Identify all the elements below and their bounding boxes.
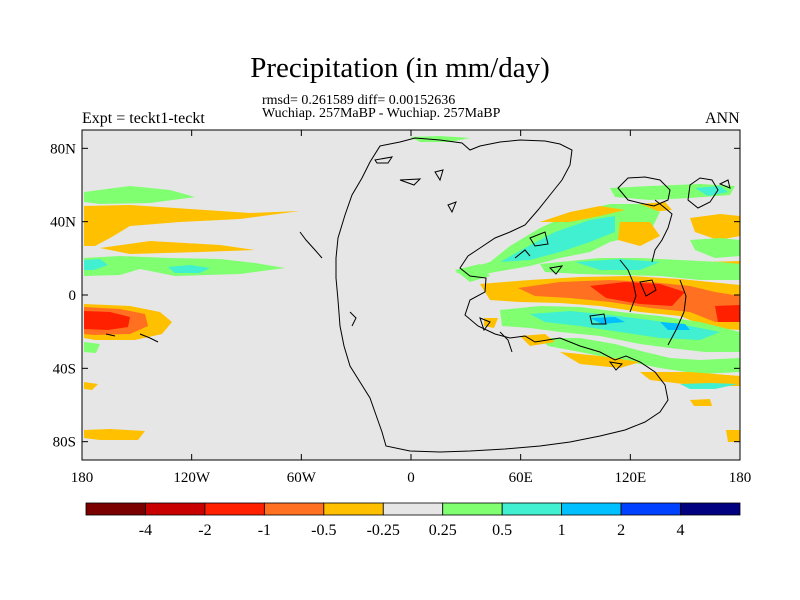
lon-tick-label: 0 <box>407 470 415 486</box>
precipitation-anomaly-fields <box>84 136 740 442</box>
colorbar-label: 1 <box>558 522 566 539</box>
island-outline <box>619 259 637 313</box>
island-outline <box>399 178 422 186</box>
colorbar-label: 2 <box>617 522 625 539</box>
island-outline <box>617 176 671 207</box>
stats-text: rmsd= 0.261589 diff= 0.00152636 Wuchiap.… <box>262 93 501 121</box>
colorbar-swatch <box>263 502 325 516</box>
colorbar-swatch <box>561 502 622 516</box>
anomaly-region <box>84 186 195 204</box>
anomaly-region <box>618 222 660 246</box>
island-outline <box>139 333 159 343</box>
anomaly-region <box>530 311 720 340</box>
island-outline <box>299 231 323 259</box>
anomaly-region <box>590 317 625 324</box>
island-outline <box>479 317 491 332</box>
colorbar-swatch <box>145 502 206 516</box>
lat-tick-label: 0 <box>69 288 77 304</box>
anomaly-region <box>410 136 470 142</box>
colorbar: -4 -2 -1 -0.5 -0.25 0.25 0.5 1 2 4 <box>85 502 741 539</box>
colorbar-label: 4 <box>677 522 685 539</box>
lon-tick-label: 180 <box>729 470 752 486</box>
colorbar-swatch <box>442 502 503 516</box>
colorbar-swatch <box>620 502 681 516</box>
island-outline <box>639 279 657 297</box>
island-outline <box>349 311 357 327</box>
anomaly-region <box>590 282 685 306</box>
island-outline <box>687 177 719 209</box>
anomaly-region <box>726 430 740 442</box>
island-outline <box>589 313 607 325</box>
stats-rmsd: rmsd= 0.261589 diff= 0.00152636 <box>262 93 456 108</box>
continent-outlines <box>105 137 731 453</box>
season-label: ANN <box>705 110 740 127</box>
anomaly-region <box>540 206 625 222</box>
pangea-coastline <box>335 137 669 453</box>
anomaly-region <box>575 259 660 270</box>
island-outline <box>718 179 731 189</box>
island-outline <box>548 265 564 275</box>
island-outline <box>667 279 687 346</box>
island-outline <box>105 333 116 337</box>
anomaly-region <box>84 205 300 246</box>
colorbar-swatch <box>85 502 146 516</box>
anomaly-region <box>84 259 108 270</box>
colorbar-label: 0.25 <box>429 522 457 539</box>
colorbar-swatch <box>501 502 563 516</box>
lon-tick-label: 60E <box>509 470 533 486</box>
plot-title: Precipitation (in mm/day) <box>250 52 550 84</box>
anomaly-region <box>520 334 555 346</box>
island-outline <box>529 231 549 247</box>
anomaly-region <box>84 382 98 390</box>
latitude-axis: 80N 40N 0 40S 80S <box>50 141 740 451</box>
colorbar-label: -0.25 <box>367 522 400 539</box>
anomaly-region <box>680 383 738 389</box>
island-outline <box>651 199 673 263</box>
anomaly-region <box>500 216 615 262</box>
lon-tick-label: 60W <box>287 470 317 486</box>
lat-tick-label: 80N <box>50 141 76 157</box>
anomaly-region <box>84 342 100 353</box>
lon-tick-label: 180 <box>71 470 94 486</box>
colorbar-label: 0.5 <box>492 522 512 539</box>
colorbar-label: -4 <box>139 522 152 539</box>
colorbar-label: -1 <box>258 522 271 539</box>
island-outline <box>447 201 457 214</box>
colorbar-swatch <box>382 502 444 516</box>
stats-experiment-names: Wuchiap. 257MaBP - Wuchiap. 257MaBP <box>262 106 501 121</box>
longitude-axis: 180 120W 60W 0 60E 120E 180 <box>71 130 752 486</box>
island-outline <box>499 331 513 353</box>
experiment-label: Expt = teckt1-teckt <box>82 110 205 127</box>
colorbar-swatch <box>204 502 265 516</box>
lon-tick-label: 120W <box>173 470 211 486</box>
anomaly-region <box>640 372 740 386</box>
lat-tick-label: 80S <box>53 435 76 451</box>
anomaly-region <box>690 238 740 258</box>
colorbar-label: -2 <box>198 522 211 539</box>
colorbar-label: -0.5 <box>311 522 336 539</box>
anomaly-region <box>540 338 740 374</box>
anomaly-region <box>715 305 740 322</box>
island-outline <box>374 156 394 164</box>
island-outline <box>608 361 624 371</box>
anomaly-region <box>660 322 690 330</box>
lat-tick-label: 40N <box>50 215 76 231</box>
island-outline <box>434 169 444 182</box>
colorbar-swatch <box>323 502 384 516</box>
anomaly-region <box>168 265 210 273</box>
lon-tick-label: 120E <box>614 470 646 486</box>
anomaly-region <box>84 311 130 330</box>
anomaly-region <box>695 186 728 196</box>
island-outline <box>514 249 531 259</box>
anomaly-region <box>100 241 255 254</box>
anomaly-region <box>690 214 740 240</box>
anomaly-region <box>690 399 712 406</box>
lat-tick-label: 40S <box>53 361 76 377</box>
colorbar-swatch <box>680 502 741 516</box>
anomaly-region <box>84 429 145 440</box>
